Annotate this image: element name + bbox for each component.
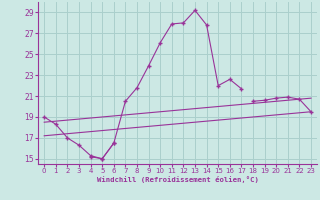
X-axis label: Windchill (Refroidissement éolien,°C): Windchill (Refroidissement éolien,°C) [97, 176, 259, 183]
